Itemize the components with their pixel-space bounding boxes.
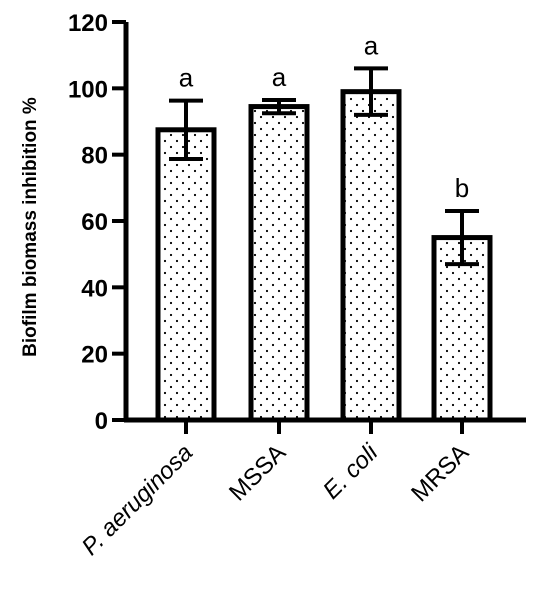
x-category-label: E. coli bbox=[318, 439, 384, 505]
y-tick-label: 0 bbox=[95, 408, 108, 435]
bar bbox=[340, 89, 402, 423]
significance-label: a bbox=[364, 30, 379, 60]
y-tick-label: 120 bbox=[68, 10, 108, 37]
bar-group bbox=[248, 97, 310, 423]
y-tick-label: 60 bbox=[81, 209, 108, 236]
significance-label: a bbox=[272, 62, 287, 92]
y-tick-label: 100 bbox=[68, 76, 108, 103]
y-tick-label: 80 bbox=[81, 143, 108, 170]
y-tick-label: 20 bbox=[81, 342, 108, 369]
significance-label: a bbox=[179, 63, 194, 93]
bar-group bbox=[431, 209, 493, 423]
y-axis-title: Biofilm biomass inhibition % bbox=[20, 97, 41, 357]
significance-label: b bbox=[455, 173, 469, 203]
x-category-label: MRSA bbox=[406, 439, 474, 507]
bar bbox=[248, 104, 310, 423]
x-category-label: P. aeruginosa bbox=[77, 439, 199, 561]
x-category-label: MSSA bbox=[224, 439, 291, 506]
bar-group bbox=[155, 98, 217, 423]
bars bbox=[155, 66, 493, 423]
bar-group bbox=[340, 66, 402, 423]
y-tick-label: 40 bbox=[81, 275, 108, 302]
bar bbox=[155, 127, 217, 423]
